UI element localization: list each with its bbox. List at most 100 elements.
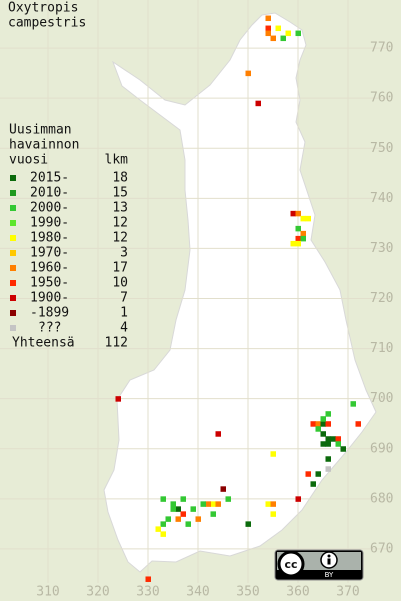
observation-cell bbox=[180, 511, 186, 517]
legend-label: ??? bbox=[38, 321, 61, 336]
by-label: BY bbox=[325, 571, 334, 579]
observation-cell bbox=[295, 240, 301, 247]
observation-cell bbox=[175, 516, 181, 522]
observation-cell bbox=[325, 456, 331, 462]
observation-cell bbox=[300, 215, 306, 222]
legend-count: 18 bbox=[112, 171, 128, 186]
legend-swatch bbox=[10, 265, 16, 271]
observation-cell bbox=[225, 496, 231, 502]
observation-cell bbox=[305, 471, 311, 477]
observation-cell bbox=[285, 30, 291, 37]
observation-cell bbox=[160, 496, 166, 502]
legend-swatch bbox=[10, 310, 16, 316]
observation-cell bbox=[265, 25, 271, 32]
observation-cell bbox=[205, 501, 211, 507]
observation-cell bbox=[165, 516, 171, 522]
observation-cell bbox=[300, 230, 306, 237]
y-tick-label: 750 bbox=[370, 141, 393, 156]
observation-cell bbox=[190, 506, 196, 512]
observation-cell bbox=[270, 511, 276, 517]
y-tick-label: 690 bbox=[370, 441, 393, 456]
y-tick-label: 760 bbox=[370, 91, 393, 106]
legend-count: 10 bbox=[112, 276, 128, 291]
observation-cell bbox=[245, 521, 251, 527]
legend-label: 2015- bbox=[30, 171, 69, 186]
legend-label: 2000- bbox=[30, 201, 69, 216]
legend-swatch bbox=[10, 175, 16, 181]
y-tick-label: 670 bbox=[370, 541, 393, 556]
observation-cell bbox=[330, 436, 336, 442]
legend-header: havainnon bbox=[9, 138, 79, 153]
y-tick-label: 740 bbox=[370, 191, 393, 206]
legend-swatch bbox=[10, 325, 16, 331]
observation-cell bbox=[320, 431, 326, 437]
observation-cell bbox=[185, 521, 191, 527]
observation-cell bbox=[280, 35, 286, 42]
legend-swatch bbox=[10, 205, 16, 211]
observation-cell bbox=[180, 496, 186, 502]
y-tick-label: 700 bbox=[370, 391, 393, 406]
license-badge: cc BY bbox=[274, 549, 364, 581]
cc-circle bbox=[277, 550, 305, 578]
legend-count: 15 bbox=[112, 186, 128, 201]
observation-cell bbox=[295, 210, 301, 217]
legend-header: vuosi bbox=[9, 153, 48, 168]
by-body bbox=[327, 558, 331, 565]
observation-cell bbox=[160, 521, 166, 527]
observation-cell bbox=[215, 501, 221, 507]
observation-cell bbox=[325, 466, 331, 472]
legend-count-header: lkm bbox=[105, 153, 129, 168]
x-tick-label: 320 bbox=[86, 585, 109, 600]
legend-label: 1950- bbox=[30, 276, 69, 291]
observation-cell bbox=[325, 441, 331, 447]
legend-swatch bbox=[10, 280, 16, 286]
legend-label: 1980- bbox=[30, 231, 69, 246]
legend-count: 12 bbox=[112, 231, 128, 246]
legend-count: 13 bbox=[112, 201, 128, 216]
observation-cell bbox=[310, 421, 316, 427]
x-tick-label: 310 bbox=[36, 585, 59, 600]
y-tick-label: 770 bbox=[370, 41, 393, 56]
cc-logo: cc bbox=[284, 558, 297, 571]
observation-cell bbox=[305, 215, 311, 222]
legend-label: 1900- bbox=[30, 291, 69, 306]
observation-cell bbox=[315, 426, 321, 432]
observation-cell bbox=[270, 451, 276, 457]
observation-cell bbox=[195, 516, 201, 522]
x-tick-label: 330 bbox=[136, 585, 159, 600]
legend-label: 2010- bbox=[30, 186, 69, 201]
legend-count: 4 bbox=[120, 321, 128, 336]
y-tick-label: 720 bbox=[370, 291, 393, 306]
observation-cell bbox=[295, 30, 301, 37]
observation-cell bbox=[115, 396, 121, 402]
observation-cell bbox=[210, 501, 216, 507]
legend-swatch bbox=[10, 190, 16, 196]
legend-header: Uusimman bbox=[9, 123, 72, 138]
title-line: campestris bbox=[8, 16, 86, 31]
title-line: Oxytropis bbox=[8, 1, 78, 16]
observation-cell bbox=[320, 421, 326, 427]
y-tick-label: 710 bbox=[370, 341, 393, 356]
observation-cell bbox=[295, 235, 301, 242]
legend-label: 1970- bbox=[30, 246, 69, 261]
grid bbox=[0, 0, 390, 583]
observation-cell bbox=[220, 486, 226, 492]
observation-cell bbox=[335, 436, 341, 442]
observation-cell bbox=[215, 431, 221, 437]
x-tick-label: 360 bbox=[286, 585, 309, 600]
legend-count: 17 bbox=[112, 261, 128, 276]
observation-cell bbox=[270, 35, 276, 42]
observation-cell bbox=[310, 481, 316, 487]
x-tick-label: 340 bbox=[186, 585, 209, 600]
observation-cell bbox=[200, 501, 206, 507]
observation-cell bbox=[170, 506, 176, 512]
observation-cell bbox=[300, 235, 306, 242]
legend-count: 1 bbox=[120, 306, 128, 321]
by-head bbox=[327, 554, 331, 558]
observation-cell bbox=[315, 471, 321, 477]
y-tick-label: 680 bbox=[370, 491, 393, 506]
legend-swatch bbox=[10, 250, 16, 256]
observation-cell bbox=[290, 210, 296, 217]
observation-cell bbox=[320, 441, 326, 447]
observation-cell bbox=[290, 240, 296, 247]
